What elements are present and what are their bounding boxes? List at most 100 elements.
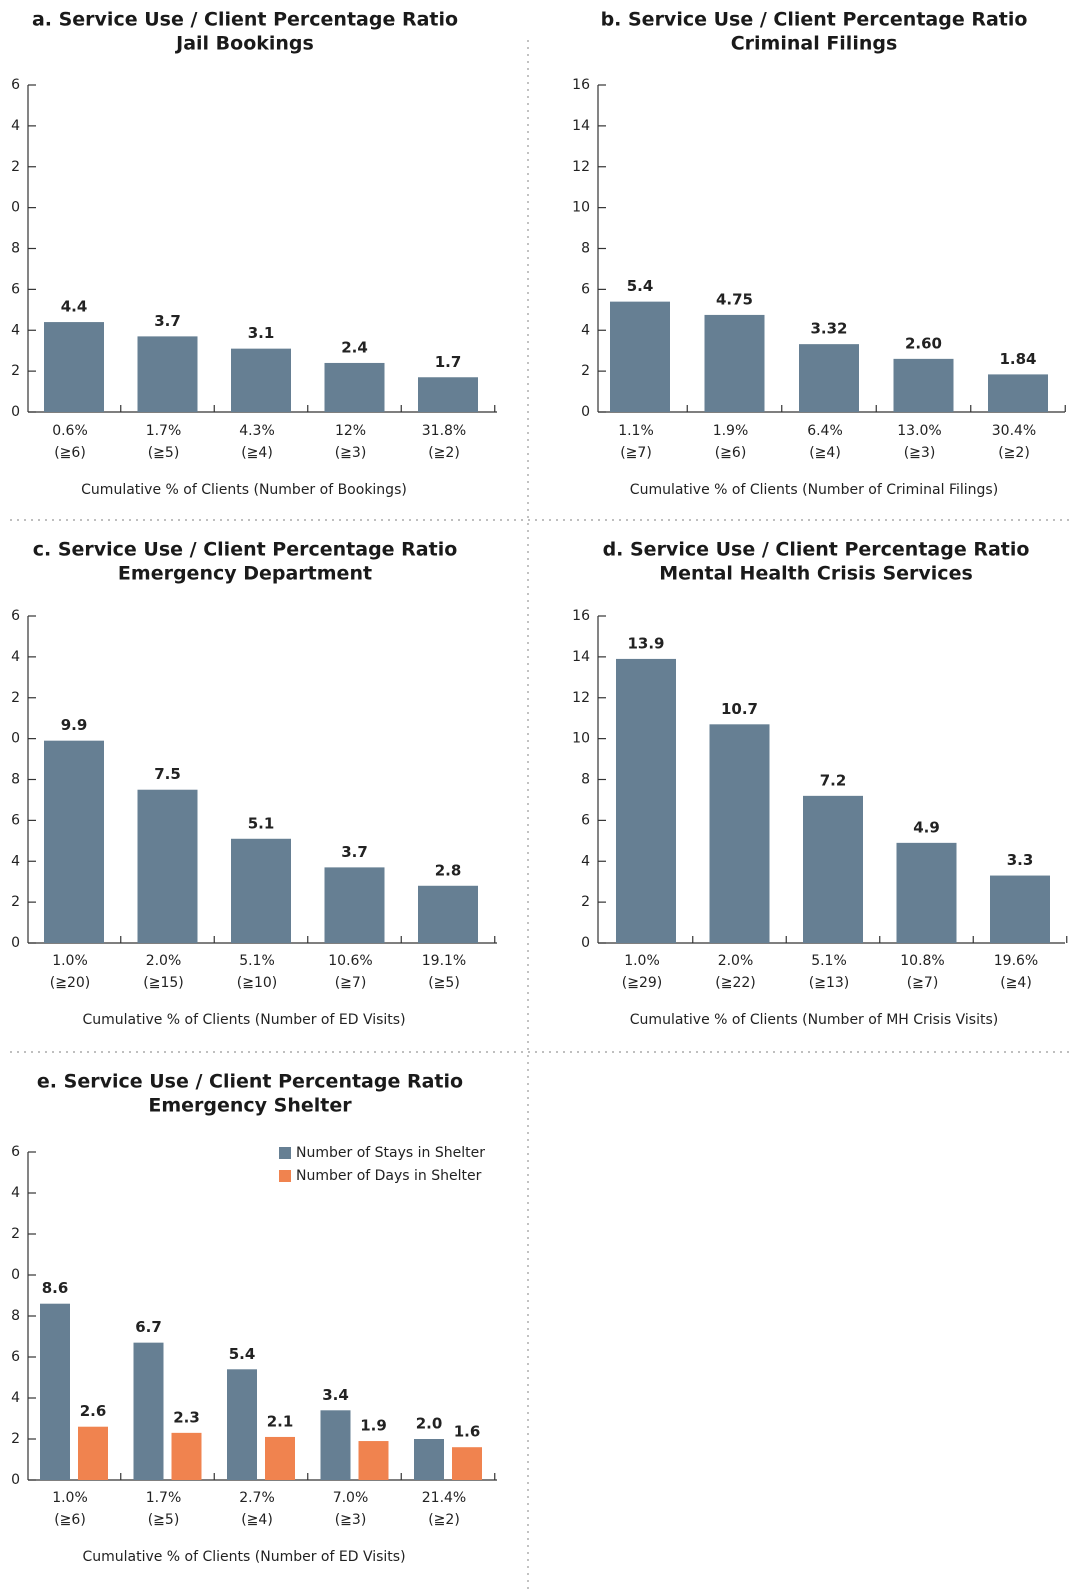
legend-label: Number of Stays in Shelter: [296, 1145, 485, 1161]
x-axis-label: Cumulative % of Clients (Number of ED Vi…: [82, 1012, 405, 1028]
chart: e. Service Use / Client Percentage Ratio…: [2, 1071, 497, 1565]
y-tick-label: 14: [2, 1185, 20, 1201]
x-tick-label: (≧7): [907, 975, 939, 991]
x-tick-label: 1.0%: [52, 953, 88, 969]
chart-subtitle: Emergency Shelter: [148, 1095, 352, 1117]
value-label: 2.8: [435, 861, 462, 879]
y-tick-label: 4: [11, 1390, 20, 1406]
x-tick-label: (≧2): [998, 445, 1030, 461]
value-label: 4.75: [716, 290, 753, 308]
bar: [616, 658, 676, 943]
x-tick-label: 7.0%: [333, 1490, 369, 1506]
x-tick-label: 2.0%: [718, 953, 754, 969]
x-tick-label: (≧2): [428, 1512, 460, 1528]
x-tick-label: (≧6): [54, 445, 86, 461]
x-tick-label: (≧3): [335, 1512, 367, 1528]
value-label: 5.4: [229, 1345, 256, 1363]
y-tick-label: 8: [11, 241, 20, 257]
y-tick-label: 14: [2, 649, 20, 665]
value-label: 2.3: [173, 1408, 200, 1426]
chart: b. Service Use / Client Percentage Ratio…: [572, 9, 1066, 498]
bar: [78, 1426, 108, 1480]
bar: [418, 885, 478, 943]
x-axis-label: Cumulative % of Clients (Number of Booki…: [81, 482, 407, 498]
x-tick-label: (≧22): [715, 975, 755, 991]
x-axis-label: Cumulative % of Clients (Number of MH Cr…: [630, 1012, 998, 1028]
y-tick-label: 16: [2, 608, 20, 624]
bar: [40, 1303, 70, 1480]
chart-title: c. Service Use / Client Percentage Ratio: [33, 539, 458, 561]
x-axis-label: Cumulative % of Clients (Number of Crimi…: [630, 482, 998, 498]
y-tick-label: 6: [581, 281, 590, 297]
x-tick-label: 10.6%: [328, 953, 372, 969]
y-tick-label: 12: [2, 159, 20, 175]
y-tick-label: 16: [572, 608, 590, 624]
y-tick-label: 10: [572, 200, 590, 216]
x-tick-label: (≧4): [1000, 975, 1032, 991]
bar: [324, 867, 385, 943]
bar: [799, 344, 859, 412]
legend-swatch: [279, 1147, 291, 1159]
y-tick-label: 0: [11, 404, 20, 420]
x-tick-label: (≧4): [241, 1512, 273, 1528]
value-label: 10.7: [721, 700, 758, 718]
value-label: 5.4: [627, 277, 654, 295]
chart-title: b. Service Use / Client Percentage Ratio: [601, 9, 1028, 31]
x-tick-label: (≧4): [809, 445, 841, 461]
left-column: a. Service Use / Client Percentage Ratio…: [2, 9, 497, 1565]
chart: c. Service Use / Client Percentage Ratio…: [2, 539, 497, 1028]
value-label: 6.7: [135, 1318, 162, 1336]
legend-swatch: [279, 1170, 291, 1182]
value-label: 3.7: [341, 843, 368, 861]
y-tick-label: 16: [2, 77, 20, 93]
x-tick-label: (≧3): [335, 445, 367, 461]
y-tick-label: 10: [2, 200, 20, 216]
y-tick-label: 12: [2, 690, 20, 706]
x-tick-label: (≧5): [148, 1512, 180, 1528]
bar: [44, 740, 104, 943]
x-tick-label: (≧10): [237, 975, 277, 991]
y-tick-label: 2: [11, 363, 20, 379]
x-tick-label: 1.0%: [624, 953, 660, 969]
y-tick-label: 6: [11, 281, 20, 297]
y-tick-label: 2: [581, 894, 590, 910]
value-label: 3.3: [1007, 851, 1034, 869]
y-tick-label: 4: [11, 853, 20, 869]
value-label: 4.9: [913, 818, 940, 836]
y-tick-label: 12: [572, 159, 590, 175]
bar: [414, 1439, 444, 1480]
x-tick-label: (≧4): [241, 445, 273, 461]
value-label: 1.9: [360, 1417, 387, 1435]
x-tick-label: (≧29): [622, 975, 662, 991]
x-axis-label: Cumulative % of Clients (Number of ED Vi…: [82, 1549, 405, 1565]
y-tick-label: 0: [11, 935, 20, 951]
value-label: 7.2: [820, 771, 847, 789]
x-tick-label: 2.0%: [146, 953, 182, 969]
value-label: 3.7: [154, 312, 181, 330]
y-tick-label: 14: [2, 118, 20, 134]
x-tick-label: 10.8%: [900, 953, 944, 969]
y-tick-label: 12: [2, 1226, 20, 1242]
x-tick-label: (≧5): [428, 975, 460, 991]
value-label: 1.6: [454, 1423, 481, 1441]
value-label: 4.4: [61, 298, 88, 316]
x-tick-label: 1.9%: [713, 423, 749, 439]
x-tick-label: 31.8%: [422, 423, 466, 439]
y-tick-label: 16: [2, 1144, 20, 1160]
x-tick-label: 5.1%: [239, 953, 275, 969]
x-tick-label: (≧2): [428, 445, 460, 461]
y-tick-label: 16: [572, 77, 590, 93]
bar: [709, 724, 770, 943]
bar: [896, 842, 957, 943]
y-tick-label: 8: [11, 1308, 20, 1324]
chart: a. Service Use / Client Percentage Ratio…: [2, 9, 497, 498]
bar: [227, 1369, 257, 1480]
x-tick-label: 6.4%: [807, 423, 843, 439]
x-tick-label: 1.7%: [146, 1490, 182, 1506]
bar: [320, 1410, 351, 1480]
value-label: 7.5: [154, 765, 181, 783]
y-tick-label: 10: [2, 731, 20, 747]
x-tick-label: (≧15): [143, 975, 183, 991]
bar: [231, 348, 291, 412]
